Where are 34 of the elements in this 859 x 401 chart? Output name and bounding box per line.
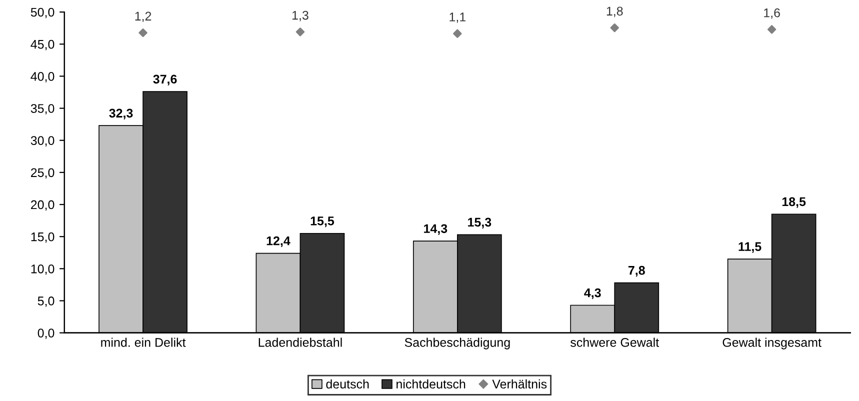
x-tick-label: mind. ein Delikt (101, 338, 186, 347)
y-tick-label: 25,0 (31, 168, 54, 179)
data-label: 11,5 (738, 242, 762, 253)
data-label: 1,2 (135, 12, 152, 22)
data-label: 1,8 (606, 6, 623, 18)
y-tick-label: 0,0 (38, 328, 54, 339)
y-tick-label: 40,0 (30, 72, 54, 82)
y-tick-label: 35,0 (30, 104, 54, 114)
data-label: 1,6 (764, 8, 780, 19)
x-tick-label: Ladendiebstahl (258, 338, 342, 347)
data-label: 4,3 (584, 288, 601, 300)
data-label: 37,6 (153, 74, 177, 86)
legend-label: Verhältnis (492, 379, 547, 389)
data-label: 18,5 (782, 197, 806, 208)
y-tick-label: 30,0 (30, 136, 54, 146)
x-tick-label: schwere Gewalt (570, 338, 659, 347)
y-tick-label: 5,0 (38, 296, 54, 307)
data-label: 1,1 (450, 12, 466, 23)
data-label: 15,3 (468, 218, 492, 228)
x-tick-label: Sachbeschädigung (404, 338, 510, 350)
data-label: 7,8 (628, 266, 645, 277)
legend-label: nichtdeutsch (396, 379, 466, 389)
data-label: 14,3 (424, 224, 448, 235)
y-tick-label: 20,0 (31, 200, 54, 211)
data-label: 12,4 (266, 236, 290, 248)
y-tick-label: 50,0 (30, 8, 54, 18)
y-tick-label: 15,0 (31, 232, 54, 243)
data-label: 1,3 (292, 10, 308, 22)
data-label: 32,3 (109, 108, 133, 120)
x-tick-label: Gewalt insgesamt (722, 338, 822, 350)
y-tick-label: 45,0 (30, 40, 54, 50)
data-label: 15,5 (310, 216, 334, 228)
y-tick-label: 10,0 (31, 264, 54, 275)
legend-label: deutsch (326, 379, 369, 389)
